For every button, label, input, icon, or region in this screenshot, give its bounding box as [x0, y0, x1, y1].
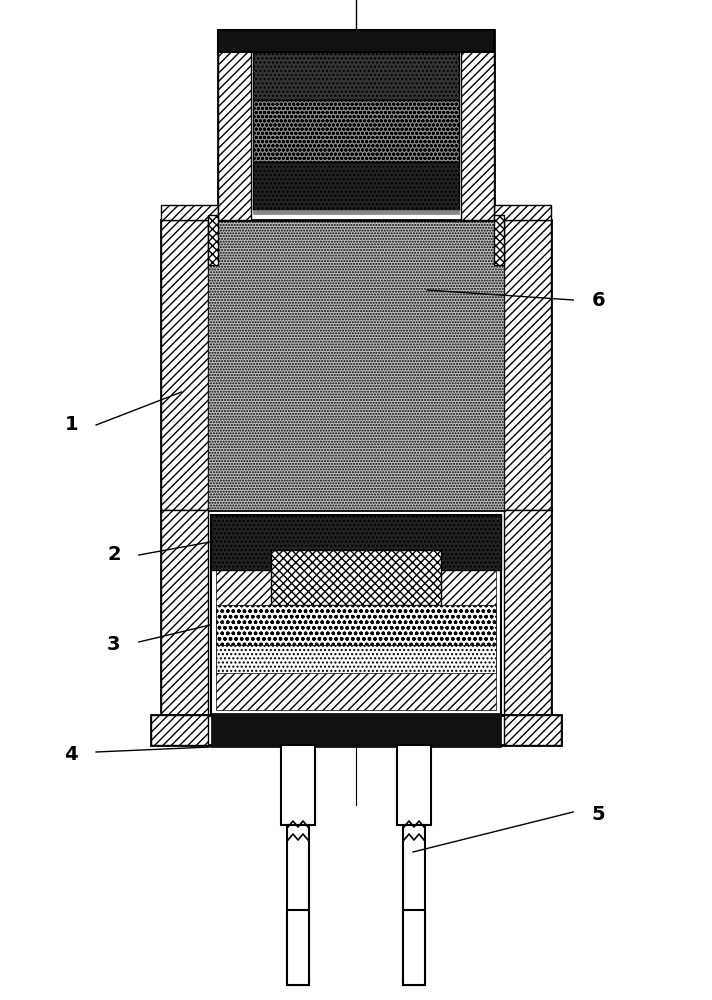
Bar [287, 910, 309, 985]
Bar [271, 550, 441, 605]
Bar [218, 30, 494, 52]
Bar [403, 825, 425, 985]
Polygon shape [161, 510, 208, 715]
Bar [287, 825, 309, 985]
Polygon shape [494, 205, 551, 220]
Bar [218, 30, 494, 220]
Text: 5: 5 [591, 806, 605, 824]
Bar [253, 100, 459, 162]
Bar [151, 715, 561, 745]
Bar [253, 162, 459, 210]
Bar [253, 52, 459, 100]
Bar [494, 215, 504, 265]
Text: 1: 1 [64, 416, 78, 434]
Polygon shape [504, 510, 551, 715]
Bar [216, 645, 496, 673]
Polygon shape [504, 220, 551, 510]
Bar [211, 515, 501, 570]
Polygon shape [218, 38, 251, 220]
Bar [504, 715, 561, 745]
Text: 6: 6 [591, 290, 605, 310]
Bar [397, 745, 431, 825]
Polygon shape [461, 38, 494, 220]
Bar [208, 215, 218, 265]
Polygon shape [161, 220, 208, 510]
Bar [208, 220, 504, 510]
Bar [151, 715, 208, 745]
Polygon shape [161, 205, 218, 220]
Text: 4: 4 [64, 746, 78, 764]
Bar [281, 745, 315, 825]
Bar [161, 510, 551, 715]
Bar [211, 713, 501, 747]
Bar [403, 910, 425, 985]
Bar [161, 220, 551, 510]
Bar [211, 515, 501, 715]
Text: 2: 2 [107, 546, 121, 564]
Bar [253, 210, 459, 214]
Bar [216, 605, 496, 645]
Text: 3: 3 [108, 636, 120, 654]
Bar [216, 560, 496, 710]
